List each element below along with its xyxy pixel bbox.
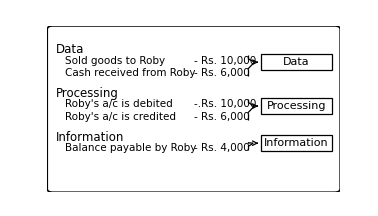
Text: - Rs. 6,000: - Rs. 6,000: [194, 112, 249, 122]
Text: Processing: Processing: [266, 101, 326, 111]
FancyBboxPatch shape: [260, 135, 332, 151]
Text: - Rs. 10,000: - Rs. 10,000: [194, 56, 256, 66]
Text: Information: Information: [56, 131, 124, 144]
FancyBboxPatch shape: [260, 98, 332, 114]
Text: Sold goods to Roby: Sold goods to Roby: [65, 56, 165, 66]
Text: -.Rs. 10,000: -.Rs. 10,000: [194, 99, 256, 110]
Text: - Rs. 4,000: - Rs. 4,000: [194, 143, 249, 153]
FancyBboxPatch shape: [260, 54, 332, 70]
Text: Balance payable by Roby: Balance payable by Roby: [65, 143, 196, 153]
Text: Data: Data: [283, 57, 310, 67]
Text: Cash received from Roby: Cash received from Roby: [65, 68, 195, 78]
FancyBboxPatch shape: [47, 26, 340, 192]
Text: Roby's a/c is debited: Roby's a/c is debited: [65, 99, 173, 110]
Text: Information: Information: [264, 138, 329, 148]
Text: Data: Data: [56, 43, 84, 56]
Text: Roby's a/c is credited: Roby's a/c is credited: [65, 112, 176, 122]
Text: Processing: Processing: [56, 87, 119, 100]
Text: - Rs. 6,000: - Rs. 6,000: [194, 68, 249, 78]
